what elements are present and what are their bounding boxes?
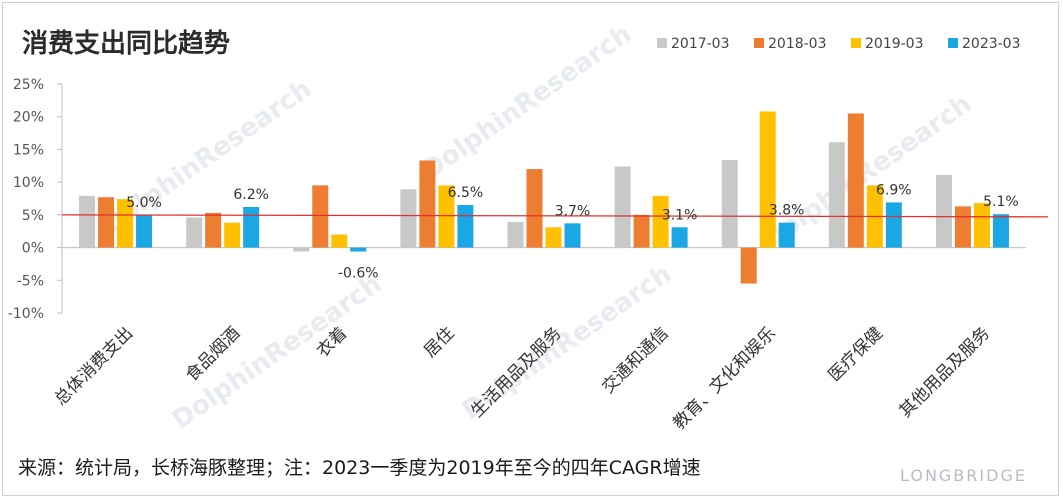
bar	[224, 222, 241, 248]
bar	[526, 169, 543, 248]
bar	[438, 185, 455, 248]
category-label: 生活用品及服务	[467, 323, 565, 421]
data-label: 3.7%	[555, 203, 591, 219]
data-label: 3.1%	[662, 207, 698, 223]
y-tick-label: 20%	[13, 110, 44, 126]
bar	[419, 160, 436, 248]
bar	[633, 214, 650, 248]
bar	[507, 222, 524, 248]
bar	[205, 212, 222, 248]
legend-label: 2018-03	[768, 36, 827, 52]
watermark-text: DolphinResearch	[417, 19, 637, 186]
chart-title: 消费支出同比趋势	[22, 29, 230, 59]
bar	[564, 223, 581, 248]
bar	[885, 202, 902, 248]
y-tick-label: -5%	[17, 273, 44, 289]
bar	[136, 214, 153, 248]
reference-line	[61, 214, 1049, 218]
bar	[186, 217, 203, 248]
bar	[545, 227, 562, 248]
legend-swatch	[851, 38, 861, 48]
bar	[759, 111, 776, 248]
y-tick-label: 10%	[13, 175, 44, 191]
y-axis: 25% 20% 15% 10% 5% 0% -5% -10%	[8, 77, 1026, 322]
legend-label: 2017-03	[671, 36, 730, 52]
bar	[652, 195, 669, 248]
bar	[740, 247, 757, 284]
bar	[400, 189, 417, 248]
bar	[350, 247, 367, 252]
y-tick-label: 0%	[22, 241, 44, 257]
bar	[973, 203, 990, 248]
category-label: 总体消费支出	[51, 323, 137, 409]
data-label: 6.5%	[448, 185, 484, 201]
category-label: 教育、文化和娱乐	[669, 323, 779, 433]
category-label: 交通和通信	[598, 323, 672, 397]
bar	[847, 113, 864, 248]
y-tick-label: -10%	[8, 306, 44, 322]
bar	[992, 214, 1009, 248]
category-label: 其他用品及服务	[896, 323, 994, 421]
data-label: 6.2%	[233, 187, 269, 203]
legend-label: 2019-03	[865, 36, 924, 52]
data-label: 5.1%	[983, 194, 1019, 210]
data-label: 6.9%	[876, 182, 912, 198]
bar	[954, 206, 971, 248]
data-label: -0.6%	[338, 265, 379, 281]
reference-line-group	[61, 214, 1049, 218]
source-note: 来源：统计局，长桥海豚整理；注：2023一季度为2019年至今的四年CAGR增速	[18, 457, 701, 479]
category-label: 居住	[420, 323, 458, 361]
bar	[98, 197, 115, 248]
category-label: 医疗保健	[825, 323, 887, 385]
bar	[671, 227, 688, 248]
y-tick-label: 5%	[22, 208, 44, 224]
brand-watermark: LONGBRIDGE	[900, 466, 1027, 485]
legend: 2017-03 2018-03 2019-03 2023-03	[657, 36, 1021, 52]
bar	[935, 174, 952, 248]
y-tick-label: 15%	[13, 142, 44, 158]
data-labels: 5.0% 6.2% -0.6% 6.5% 3.7% 3.1% 3.8% 6.9% 5.1%	[126, 182, 1018, 281]
bar	[312, 185, 329, 248]
data-label: 3.8%	[769, 203, 805, 219]
bar	[243, 207, 260, 248]
bar	[457, 205, 474, 248]
legend-label: 2023-03	[962, 36, 1021, 52]
bar	[721, 159, 738, 248]
bar	[778, 222, 795, 248]
data-label: 5.0%	[126, 195, 162, 211]
bar	[331, 234, 348, 248]
legend-swatch	[948, 38, 958, 48]
bar	[614, 166, 631, 248]
y-tick-label: 25%	[13, 77, 44, 93]
bar	[117, 199, 134, 248]
legend-swatch	[754, 38, 764, 48]
bars	[79, 111, 1009, 284]
bar	[828, 142, 845, 248]
bar	[293, 247, 310, 252]
bar	[79, 195, 96, 248]
legend-swatch	[657, 38, 667, 48]
